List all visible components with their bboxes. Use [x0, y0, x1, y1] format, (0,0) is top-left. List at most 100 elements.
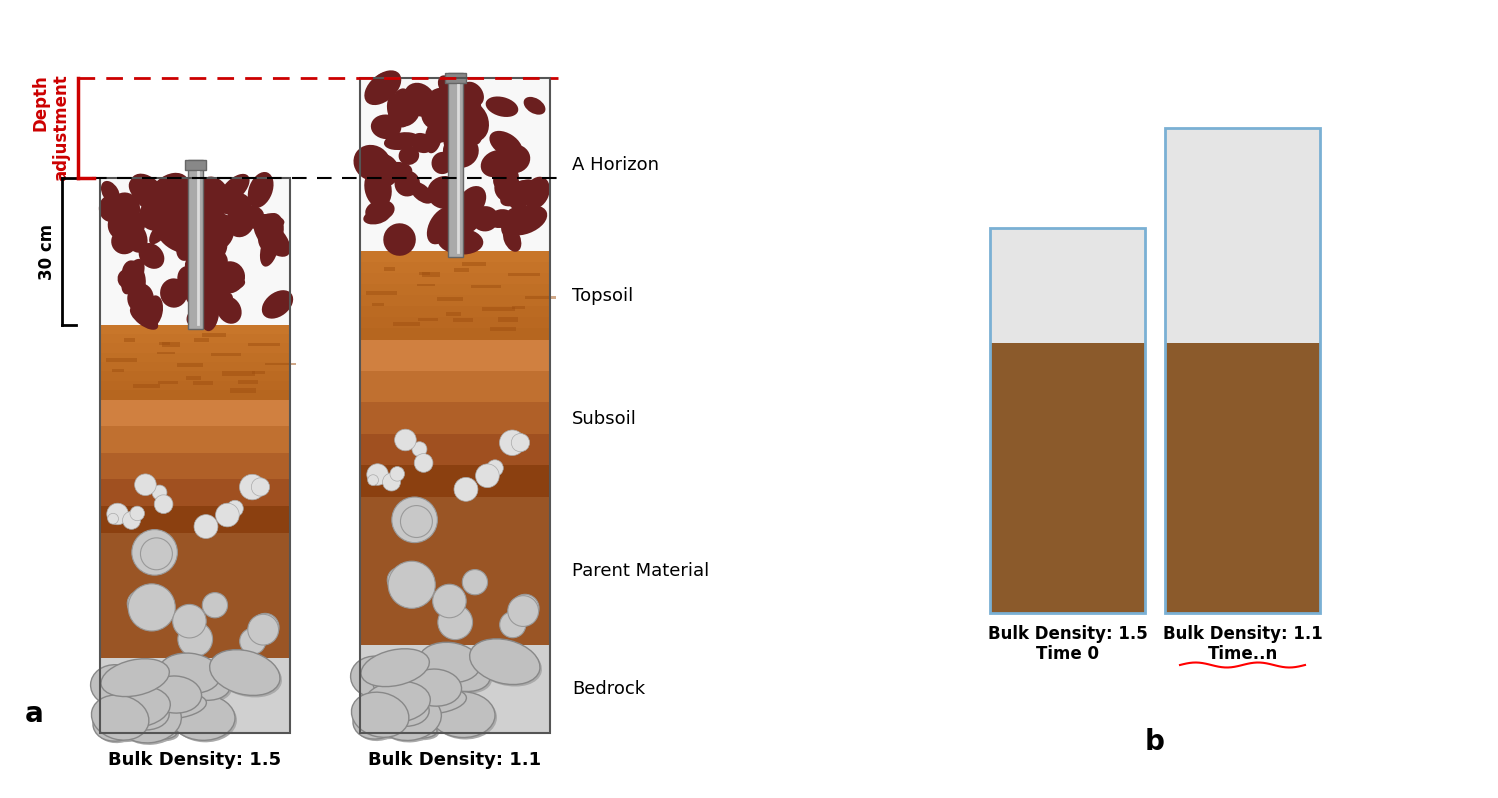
Bar: [195, 338, 210, 342]
Bar: [990, 228, 1144, 613]
Ellipse shape: [258, 213, 283, 252]
Ellipse shape: [439, 661, 491, 693]
Ellipse shape: [108, 212, 130, 239]
Bar: [392, 322, 419, 326]
Ellipse shape: [427, 176, 463, 209]
Circle shape: [240, 628, 265, 654]
Bar: [100, 381, 291, 391]
Circle shape: [487, 460, 503, 476]
Bar: [177, 363, 202, 367]
Ellipse shape: [354, 145, 391, 181]
Ellipse shape: [409, 669, 461, 706]
Bar: [360, 306, 550, 318]
Bar: [100, 658, 291, 733]
Ellipse shape: [407, 690, 469, 716]
Circle shape: [108, 513, 118, 524]
Circle shape: [216, 504, 240, 527]
Ellipse shape: [174, 227, 201, 259]
Bar: [360, 645, 550, 733]
Bar: [470, 285, 500, 288]
Ellipse shape: [500, 180, 536, 207]
Ellipse shape: [372, 114, 401, 139]
Ellipse shape: [157, 226, 195, 254]
Ellipse shape: [363, 161, 383, 184]
Ellipse shape: [112, 665, 187, 691]
Circle shape: [172, 604, 207, 638]
Ellipse shape: [397, 661, 448, 695]
Ellipse shape: [472, 206, 499, 231]
Ellipse shape: [383, 223, 416, 256]
Ellipse shape: [499, 144, 530, 173]
Ellipse shape: [410, 671, 463, 708]
Bar: [482, 307, 515, 311]
Text: Time 0: Time 0: [1037, 645, 1100, 663]
Ellipse shape: [199, 176, 229, 211]
Ellipse shape: [199, 290, 219, 331]
Bar: [100, 371, 291, 381]
Ellipse shape: [115, 666, 189, 693]
Ellipse shape: [369, 73, 392, 102]
Ellipse shape: [198, 180, 222, 202]
Bar: [106, 358, 136, 361]
Circle shape: [151, 485, 166, 500]
Ellipse shape: [418, 642, 481, 682]
Ellipse shape: [169, 694, 235, 741]
Ellipse shape: [397, 693, 440, 723]
Ellipse shape: [352, 658, 401, 700]
Bar: [367, 291, 397, 295]
Ellipse shape: [388, 93, 421, 127]
Bar: [526, 296, 556, 299]
Ellipse shape: [246, 214, 285, 230]
Ellipse shape: [373, 712, 437, 738]
Bar: [419, 272, 430, 275]
Bar: [211, 353, 241, 356]
Bar: [448, 73, 463, 257]
Ellipse shape: [373, 664, 446, 708]
Ellipse shape: [398, 146, 419, 165]
Circle shape: [367, 475, 379, 485]
Ellipse shape: [436, 658, 490, 692]
Bar: [463, 262, 485, 266]
Text: Bulk Density: 1.1: Bulk Density: 1.1: [1162, 625, 1323, 643]
Circle shape: [129, 584, 175, 631]
Ellipse shape: [177, 267, 201, 296]
Bar: [112, 369, 124, 372]
Ellipse shape: [193, 188, 225, 219]
Text: Bedrock: Bedrock: [572, 680, 646, 697]
Ellipse shape: [172, 697, 237, 742]
Bar: [159, 381, 178, 384]
Ellipse shape: [217, 296, 241, 324]
Ellipse shape: [382, 162, 412, 180]
Ellipse shape: [421, 88, 454, 129]
Circle shape: [240, 474, 265, 500]
Bar: [100, 353, 291, 362]
Circle shape: [415, 453, 433, 472]
Ellipse shape: [502, 207, 520, 236]
Ellipse shape: [99, 195, 123, 222]
Ellipse shape: [366, 200, 394, 221]
Bar: [100, 334, 291, 344]
Ellipse shape: [427, 207, 455, 244]
Ellipse shape: [351, 656, 400, 697]
Ellipse shape: [354, 700, 401, 739]
Ellipse shape: [472, 641, 542, 686]
Ellipse shape: [406, 689, 466, 714]
Text: Bulk Density: 1.5: Bulk Density: 1.5: [987, 625, 1147, 643]
Ellipse shape: [112, 713, 177, 740]
Circle shape: [511, 433, 530, 452]
Bar: [360, 402, 550, 434]
Bar: [162, 342, 180, 346]
Ellipse shape: [213, 261, 246, 294]
Bar: [372, 303, 383, 306]
Ellipse shape: [117, 695, 169, 730]
Ellipse shape: [166, 199, 211, 233]
Ellipse shape: [355, 701, 404, 741]
Ellipse shape: [253, 219, 291, 257]
Bar: [360, 78, 550, 733]
Bar: [100, 178, 291, 325]
Ellipse shape: [457, 186, 487, 219]
Bar: [360, 284, 550, 296]
Ellipse shape: [198, 272, 220, 299]
Circle shape: [195, 515, 217, 539]
Ellipse shape: [394, 171, 419, 196]
